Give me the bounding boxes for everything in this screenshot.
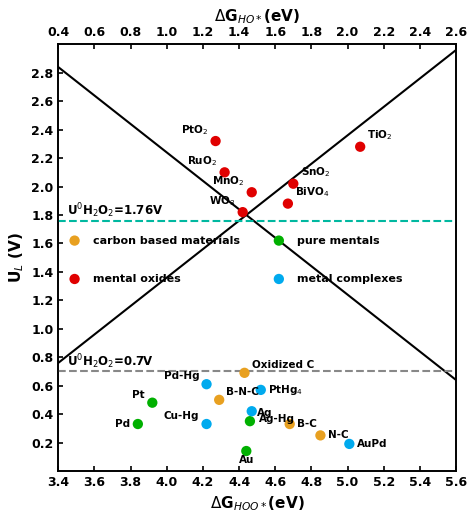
X-axis label: $\Delta$G$_{HO*}$(eV): $\Delta$G$_{HO*}$(eV) [214,7,300,25]
Text: Oxidized C: Oxidized C [252,360,314,370]
Point [241,369,248,377]
Text: pure mentals: pure mentals [297,236,380,245]
Point [284,200,292,208]
Point [257,386,264,394]
Text: Ag: Ag [257,408,273,418]
Text: Pd-Hg: Pd-Hg [164,371,199,381]
Y-axis label: U$_L$ (V): U$_L$ (V) [7,232,26,283]
Text: MnO$_2$: MnO$_2$ [212,174,245,188]
Text: N-C: N-C [328,431,348,440]
Text: U$^0$H$_2$O$_2$=1.76V: U$^0$H$_2$O$_2$=1.76V [67,201,164,220]
Text: B-C: B-C [297,419,317,429]
Text: Pd: Pd [116,419,131,429]
X-axis label: $\Delta$G$_{HOO*}$(eV): $\Delta$G$_{HOO*}$(eV) [210,495,304,513]
Text: BiVO$_4$: BiVO$_4$ [295,186,330,199]
Point [286,420,293,428]
Text: mental oxides: mental oxides [92,274,181,284]
Point [248,188,255,197]
Text: WO$_3$: WO$_3$ [209,194,236,208]
Text: Cu-Hg: Cu-Hg [164,411,199,421]
Point [290,179,297,188]
Point [243,447,250,455]
Text: Au: Au [238,456,254,465]
Point [134,420,142,428]
Text: Ag-Hg: Ag-Hg [259,414,295,424]
Point [203,420,210,428]
Text: SnO$_2$: SnO$_2$ [301,166,330,179]
Point [248,407,255,415]
Point [215,396,223,404]
Point [203,380,210,388]
Point [346,440,353,448]
Text: metal complexes: metal complexes [297,274,402,284]
Point [221,168,228,176]
Text: Pt: Pt [132,390,145,400]
Point [246,417,254,425]
Text: AuPd: AuPd [356,439,387,449]
Point [71,237,78,245]
Point [275,275,283,283]
Text: U$^0$H$_2$O$_2$=0.7V: U$^0$H$_2$O$_2$=0.7V [67,352,154,371]
Point [275,237,283,245]
Point [317,431,324,439]
Point [212,137,219,145]
Point [148,398,156,407]
Text: RuO$_2$: RuO$_2$ [187,154,218,168]
Text: PtO$_2$: PtO$_2$ [181,123,209,137]
Text: TiO$_2$: TiO$_2$ [367,128,393,142]
Text: carbon based materials: carbon based materials [92,236,240,245]
Text: B-N-C: B-N-C [227,387,259,397]
Text: PtHg$_4$: PtHg$_4$ [268,383,303,397]
Point [239,208,246,216]
Point [71,275,78,283]
Point [356,142,364,151]
